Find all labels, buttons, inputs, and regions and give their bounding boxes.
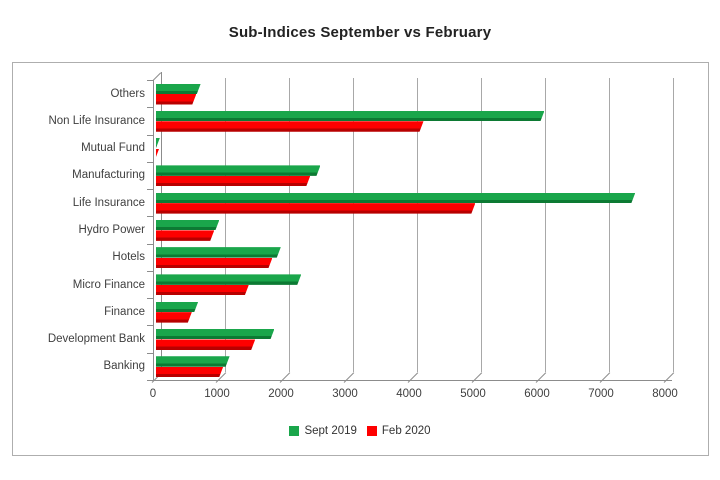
legend-item: Sept 2019 [289,425,357,437]
legend-swatch-icon [289,426,300,436]
legend-label: Sept 2019 [304,425,357,437]
chart-frame [12,62,709,456]
legend-swatch-icon [366,426,377,436]
legend: Sept 2019 Feb 2020 [0,425,720,437]
legend-label: Feb 2020 [381,425,431,437]
chart-title: Sub-Indices September vs February [228,24,492,41]
legend-item: Feb 2020 [366,425,431,437]
